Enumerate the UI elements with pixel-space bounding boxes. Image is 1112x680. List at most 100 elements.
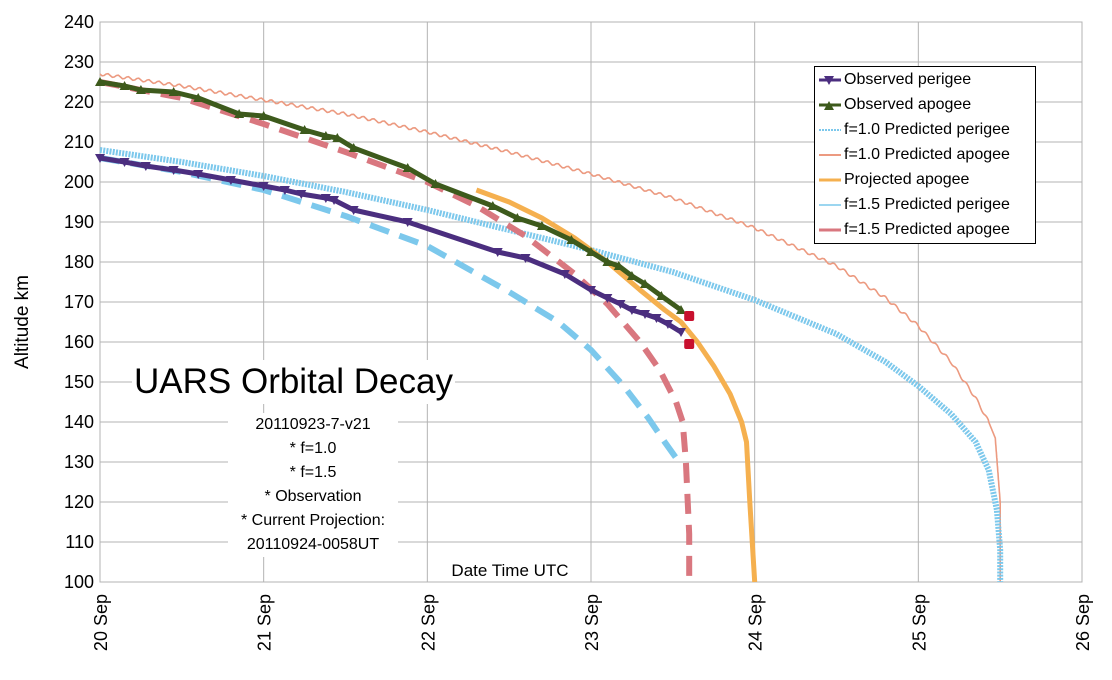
data-point-perigee <box>662 320 673 329</box>
data-point-apogee <box>656 291 667 300</box>
x-tick-label: 20 Sep <box>91 594 111 651</box>
data-point-perigee <box>559 270 570 279</box>
data-point-perigee <box>168 166 179 175</box>
data-point-perigee <box>615 300 626 309</box>
data-point-apogee <box>566 235 577 244</box>
chart-title: UARS Orbital Decay <box>132 360 455 404</box>
series-line-f-1-0-predicted-perigee <box>99 147 1004 582</box>
legend-key-icon <box>819 148 841 162</box>
data-point-perigee <box>119 158 130 167</box>
x-tick-label: 26 Sep <box>1073 594 1093 651</box>
legend-label: f=1.0 Predicted perigee <box>844 121 1010 138</box>
y-tick-label: 180 <box>64 252 94 272</box>
chart-notes: 20110923-7-v21 * f=1.0 * f=1.5 * Observa… <box>228 413 398 557</box>
data-point-perigee <box>279 186 290 195</box>
data-point-perigee <box>586 286 596 295</box>
y-tick-label: 240 <box>64 12 94 32</box>
legend-item: Observed perigee <box>819 69 971 91</box>
note-line: 20110924-0058UT <box>246 536 380 553</box>
data-point-perigee <box>348 206 359 215</box>
data-point-perigee <box>140 162 151 171</box>
data-point-apogee <box>119 81 130 90</box>
legend-item: f=1.0 Predicted perigee <box>819 119 1010 141</box>
y-tick-label: 150 <box>64 372 94 392</box>
data-point-perigee <box>676 328 687 337</box>
data-point-apogee <box>536 221 547 230</box>
legend-key-icon <box>819 173 841 187</box>
data-point-apogee <box>193 93 204 102</box>
data-point-perigee <box>492 248 503 257</box>
x-axis-label: Date Time UTC <box>451 561 568 580</box>
y-tick-label: 140 <box>64 412 94 432</box>
legend-key-icon <box>819 223 841 237</box>
y-tick-label: 210 <box>64 132 94 152</box>
data-point-perigee <box>258 182 269 191</box>
y-tick-label: 100 <box>64 572 94 592</box>
series-line-observed-apogee <box>99 79 683 313</box>
data-point-perigee <box>95 154 105 163</box>
note-line: * f=1.0 <box>289 440 337 457</box>
data-point-apogee <box>348 143 359 152</box>
note-line: * Current Projection: <box>240 512 386 529</box>
y-tick-label: 230 <box>64 52 94 72</box>
data-point-apogee <box>320 131 331 140</box>
legend-label: Projected apogee <box>844 171 970 188</box>
data-point-apogee <box>430 179 441 188</box>
end-point-marker <box>684 339 695 349</box>
data-point-apogee <box>586 247 596 256</box>
y-tick-label: 190 <box>64 212 94 232</box>
data-point-perigee <box>651 314 662 323</box>
y-tick-label: 120 <box>64 492 94 512</box>
series-line-observed-perigee <box>99 155 683 335</box>
data-point-apogee <box>602 257 613 266</box>
data-point-perigee <box>520 254 531 263</box>
legend-label: Observed apogee <box>844 96 972 113</box>
data-point-apogee <box>613 261 624 270</box>
y-tick-label: 200 <box>64 172 94 192</box>
legend-label: f=1.5 Predicted apogee <box>844 221 1010 238</box>
legend-item: Projected apogee <box>819 169 969 191</box>
series-markers <box>95 77 695 349</box>
data-point-apogee <box>168 87 179 96</box>
legend-label: Observed perigee <box>844 71 972 88</box>
legend-item: f=1.0 Predicted apogee <box>819 144 1010 166</box>
data-point-apogee <box>299 125 310 134</box>
legend-key-icon <box>819 98 841 112</box>
legend-item: f=1.5 Predicted perigee <box>819 194 1010 216</box>
legend-key-icon <box>819 198 841 212</box>
y-tick-label: 110 <box>65 532 94 552</box>
chart-legend: Observed perigee Observed apogee f=1.0 Pre… <box>814 66 1036 244</box>
data-point-apogee <box>626 271 637 280</box>
series-line-f-1-0-predicted-apogee <box>99 72 1002 582</box>
data-point-perigee <box>296 190 307 199</box>
data-point-perigee <box>193 170 204 179</box>
data-point-apogee <box>640 279 651 288</box>
data-point-apogee <box>258 111 269 120</box>
series-line-projected-apogee <box>475 187 758 583</box>
axis-ticks: 100 110 120 130 140 150 160 170 180 190 200 210 220 2… <box>64 12 1093 651</box>
data-point-apogee <box>95 77 105 86</box>
note-line: * f=1.5 <box>289 464 337 481</box>
note-line: * Observation <box>264 488 362 505</box>
data-point-apogee <box>487 201 498 210</box>
note-line: 20110923-7-v21 <box>255 416 371 433</box>
data-point-apogee <box>135 85 146 94</box>
data-point-apogee <box>512 213 523 222</box>
plot-frame <box>99 21 1083 583</box>
legend-key-icon <box>819 73 841 87</box>
legend-item: Observed apogee <box>819 94 971 116</box>
data-point-apogee <box>676 305 687 314</box>
end-point-marker <box>684 311 695 321</box>
data-point-perigee <box>320 194 331 203</box>
data-point-apogee <box>234 109 245 118</box>
y-tick-label: 170 <box>64 292 94 312</box>
data-point-apogee <box>332 133 343 142</box>
legend-key-icon <box>819 123 841 137</box>
legend-label: f=1.0 Predicted apogee <box>844 146 1010 163</box>
x-tick-label: 23 Sep <box>582 594 602 651</box>
y-tick-label: 130 <box>64 452 94 472</box>
y-axis-label: Altitude km <box>12 275 33 369</box>
data-point-perigee <box>640 310 651 319</box>
y-tick-label: 160 <box>64 332 94 352</box>
data-point-apogee <box>402 163 413 172</box>
